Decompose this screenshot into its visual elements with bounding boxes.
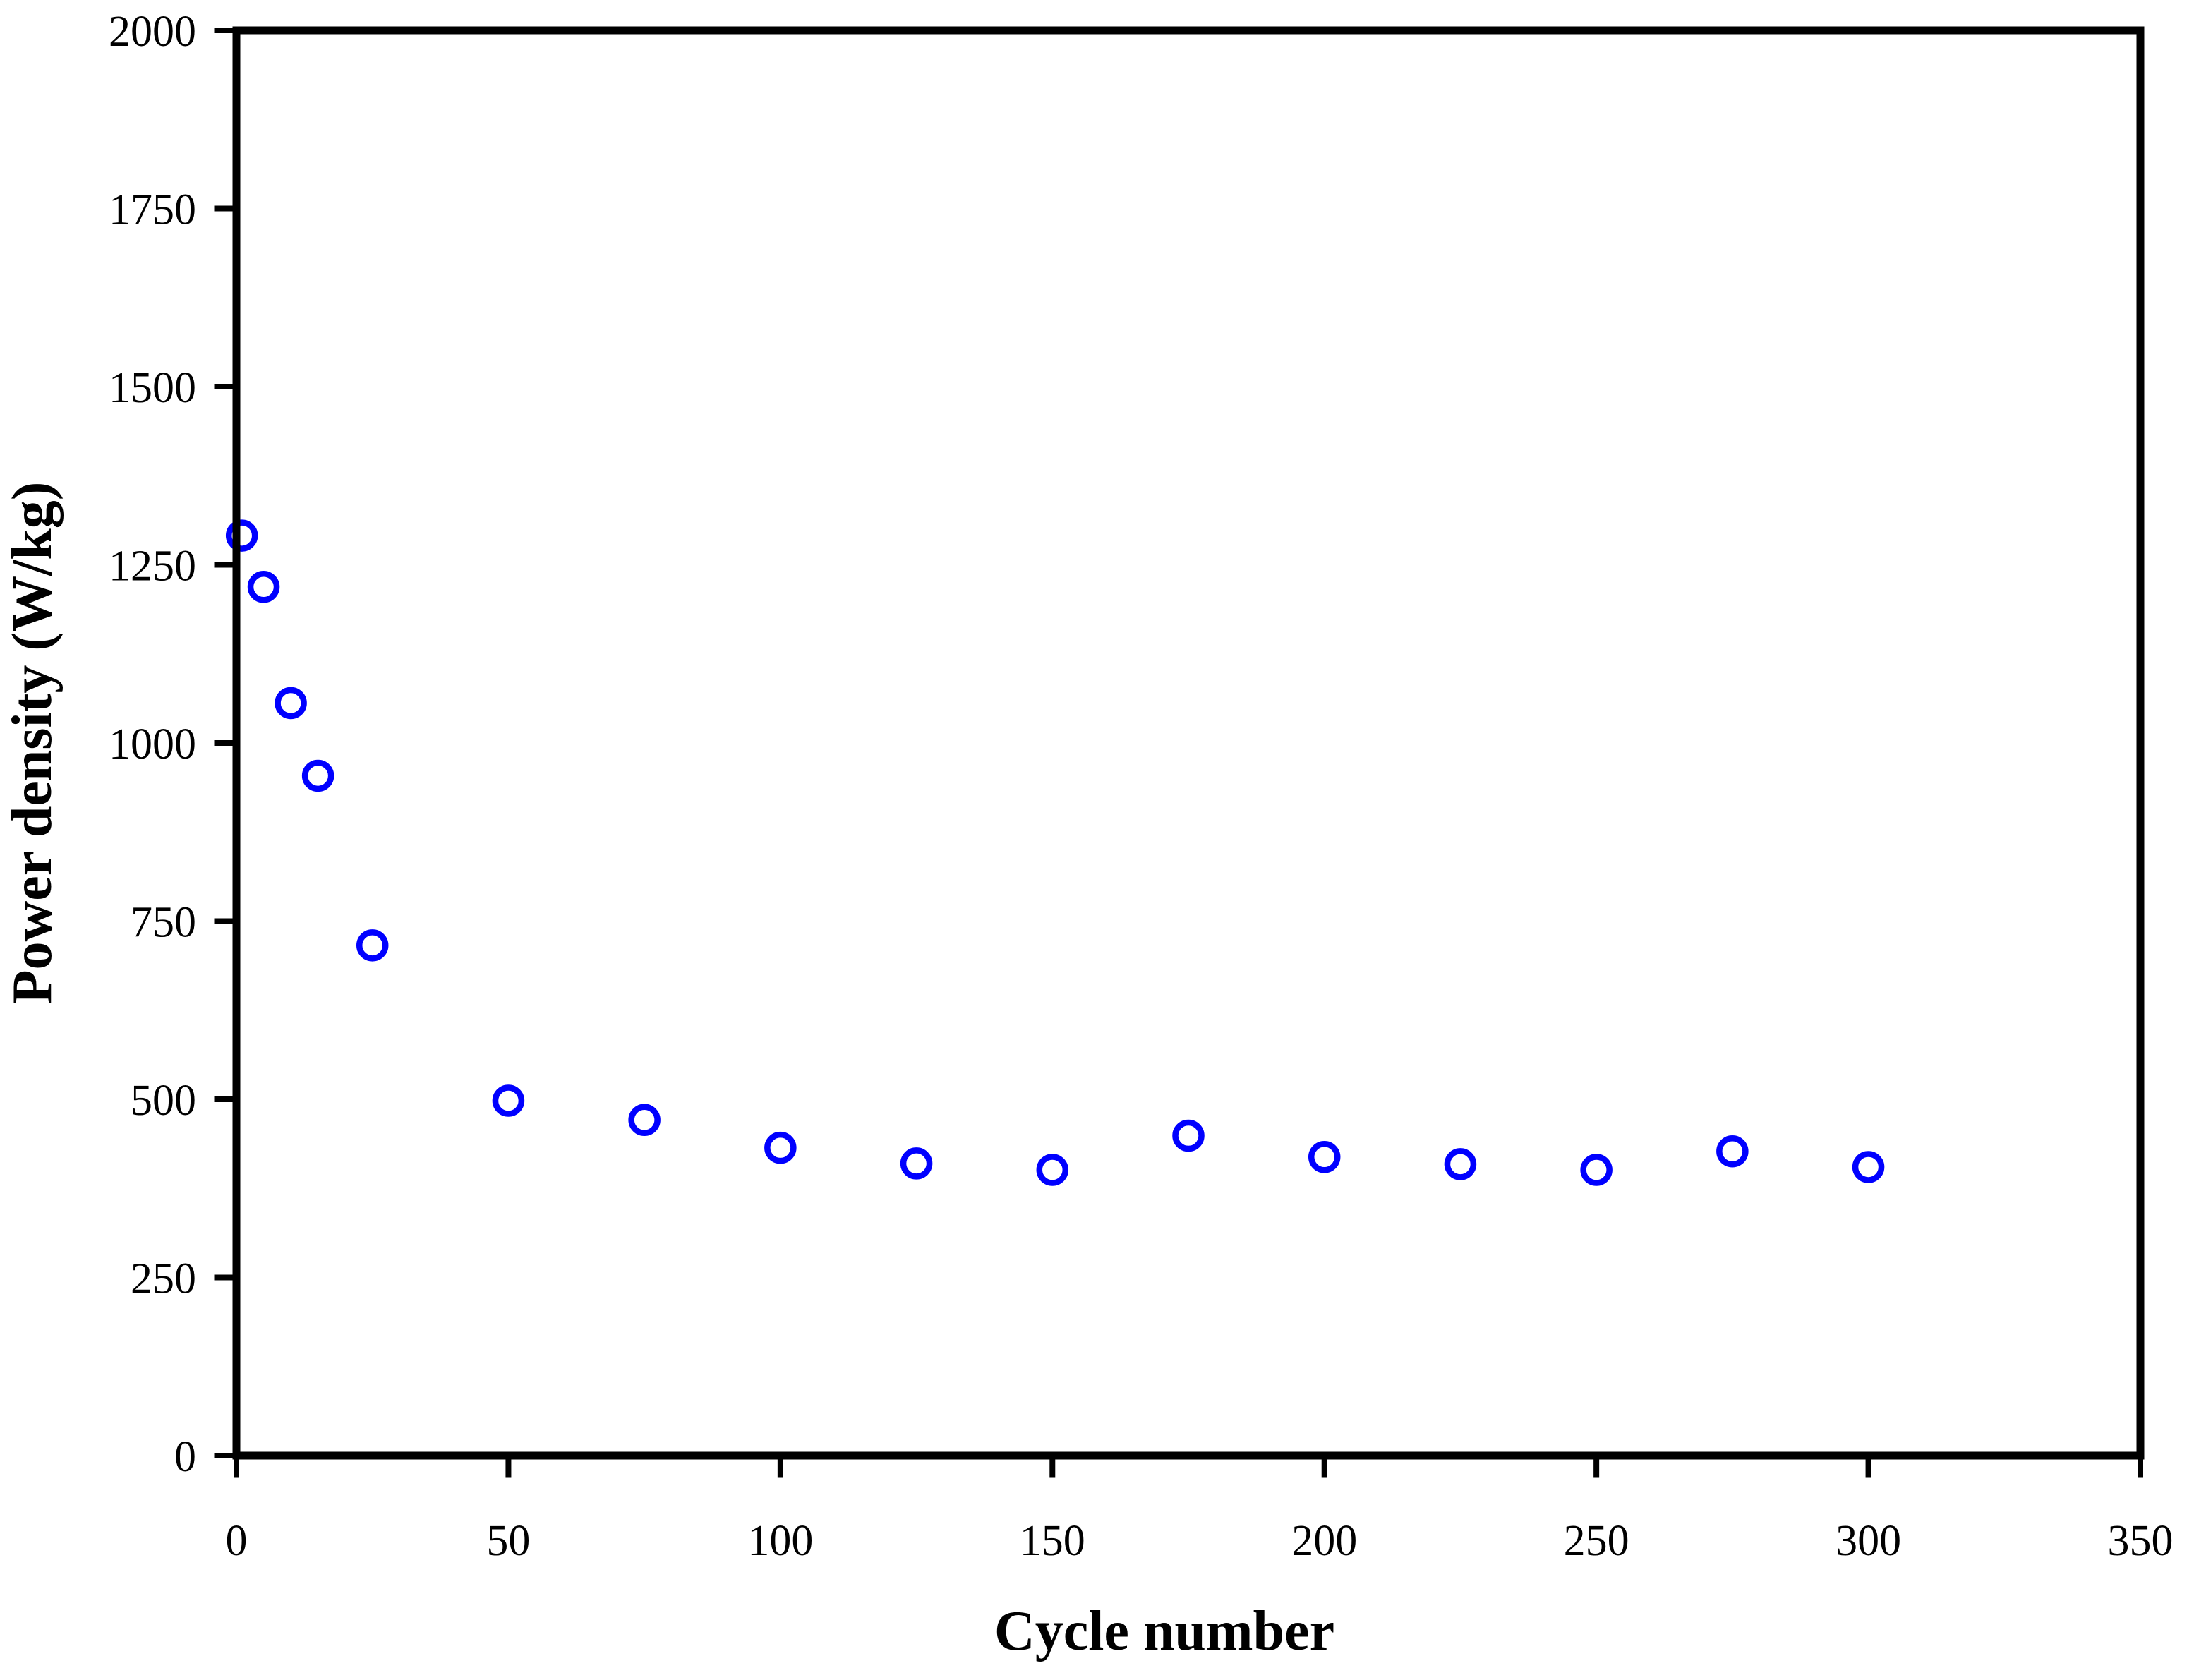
data-point	[301, 759, 334, 792]
data-point	[225, 519, 258, 552]
data-point	[247, 571, 280, 603]
plot-frame	[232, 26, 2145, 1460]
plot-area: 0 250 500 750 1000 1250 1500 1750 2000 0 50 100 150 2…	[109, 8, 2174, 1565]
data-point	[1172, 1119, 1205, 1152]
y-tick-label: 750	[131, 899, 196, 947]
data-point	[1308, 1141, 1341, 1173]
y-tick-label: 1750	[109, 186, 196, 234]
x-axis-title: Cycle number	[994, 1600, 1334, 1662]
y-tick-label: 1000	[109, 720, 196, 768]
y-tick-label: 1250	[109, 543, 196, 591]
x-tick-label: 350	[2108, 1517, 2174, 1565]
y-tick-label: 1500	[109, 364, 196, 412]
data-point	[1716, 1135, 1749, 1168]
y-axis-title: Power density (W/kg)	[1, 482, 64, 1005]
data-point	[275, 687, 307, 720]
data-point	[1444, 1148, 1477, 1180]
data-point	[1852, 1151, 1885, 1183]
x-tick-label: 200	[1291, 1517, 1357, 1565]
data-point	[900, 1147, 933, 1180]
x-tick-label: 150	[1020, 1517, 1085, 1565]
x-tick-label: 250	[1564, 1517, 1629, 1565]
x-tick-label: 100	[747, 1517, 813, 1565]
data-point	[764, 1131, 797, 1164]
data-point	[356, 929, 389, 962]
x-tick-label: 0	[226, 1517, 248, 1565]
y-tick-label: 0	[174, 1433, 196, 1481]
data-point	[492, 1084, 525, 1117]
data-point	[628, 1104, 661, 1137]
y-tick-label: 500	[131, 1077, 196, 1125]
y-tick-label: 2000	[109, 8, 196, 56]
data-point	[1580, 1154, 1613, 1186]
data-point	[1036, 1154, 1069, 1186]
x-tick-label: 300	[1836, 1517, 1901, 1565]
y-tick-label: 250	[131, 1255, 196, 1303]
x-tick-label: 50	[486, 1517, 530, 1565]
